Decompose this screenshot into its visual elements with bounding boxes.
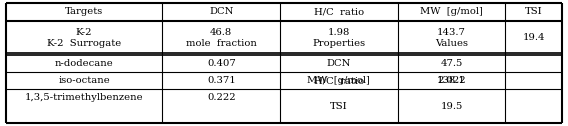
Text: H/C  ratio: H/C ratio xyxy=(314,76,364,85)
Text: 19.4: 19.4 xyxy=(523,33,545,42)
Text: DCN: DCN xyxy=(327,59,351,68)
Text: 47.5: 47.5 xyxy=(440,59,463,68)
Text: MW  [g/mol]: MW [g/mol] xyxy=(420,7,483,16)
Text: 19.5: 19.5 xyxy=(440,102,463,111)
Text: TSI: TSI xyxy=(525,7,542,16)
Text: MW  [g/mol]: MW [g/mol] xyxy=(307,76,370,85)
Text: 46.8
mole  fraction: 46.8 mole fraction xyxy=(186,28,257,48)
Text: 2.022: 2.022 xyxy=(437,76,466,85)
Text: Targets: Targets xyxy=(65,7,103,16)
Text: iso-octane: iso-octane xyxy=(58,76,110,85)
Text: 0.371: 0.371 xyxy=(207,76,236,85)
Text: DCN: DCN xyxy=(209,7,233,16)
Text: H/C  ratio: H/C ratio xyxy=(314,7,364,16)
Text: TSI: TSI xyxy=(330,102,348,111)
Text: 1,3,5-trimethylbenzene: 1,3,5-trimethylbenzene xyxy=(25,93,143,102)
Text: 0.222: 0.222 xyxy=(207,93,236,102)
Text: 138.1: 138.1 xyxy=(437,76,466,85)
Text: 143.7
Values: 143.7 Values xyxy=(435,28,468,48)
Text: K-2
K-2  Surrogate: K-2 K-2 Surrogate xyxy=(47,28,121,48)
Text: 0.407: 0.407 xyxy=(207,59,236,68)
Text: n-dodecane: n-dodecane xyxy=(55,59,114,68)
Text: 1.98
Properties: 1.98 Properties xyxy=(312,28,365,48)
